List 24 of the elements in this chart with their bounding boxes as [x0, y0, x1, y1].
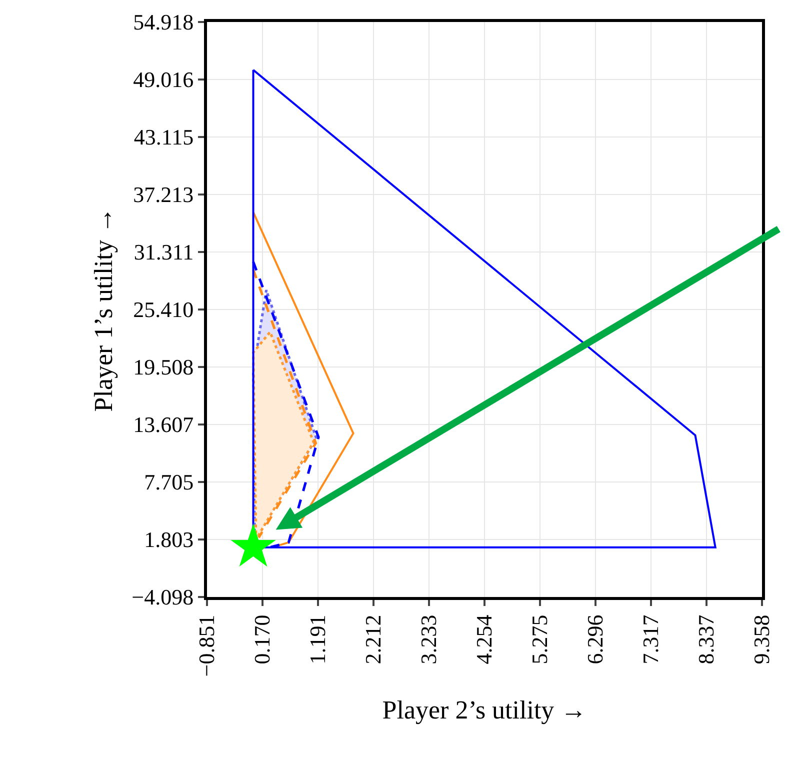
y-tick-label: 37.213 — [133, 182, 194, 208]
x-tick-label: 3.233 — [416, 614, 442, 664]
x-tick-label: 7.317 — [638, 614, 664, 664]
y-tick-label: −4.098 — [132, 584, 194, 610]
y-tick-label: 31.311 — [134, 240, 194, 265]
x-tick-label: 8.337 — [694, 614, 719, 664]
x-tick-label: 2.212 — [360, 614, 386, 664]
y-tick-label: 7.705 — [144, 470, 194, 495]
x-tick-label: 9.358 — [749, 614, 774, 664]
x-tick-label: 5.275 — [527, 614, 552, 664]
x-tick-label: 4.254 — [472, 614, 497, 664]
y-tick-label: 54.918 — [133, 10, 194, 35]
x-tick-label: −0.851 — [194, 614, 220, 677]
y-tick-label: 1.803 — [144, 527, 194, 552]
y-tick-label: 25.410 — [133, 297, 194, 322]
y-axis-title: Player 1’s utility → — [89, 207, 118, 412]
x-tick-label: 1.191 — [305, 614, 330, 664]
x-axis-title: Player 2’s utility → — [382, 695, 587, 724]
x-tick-label: 6.296 — [582, 614, 608, 664]
y-tick-label: 13.607 — [133, 412, 194, 438]
y-tick-label: 19.508 — [133, 354, 194, 380]
y-tick-label: 49.016 — [133, 67, 194, 92]
y-tick-label: 43.115 — [134, 124, 194, 150]
x-tick-label: 0.170 — [250, 614, 275, 664]
